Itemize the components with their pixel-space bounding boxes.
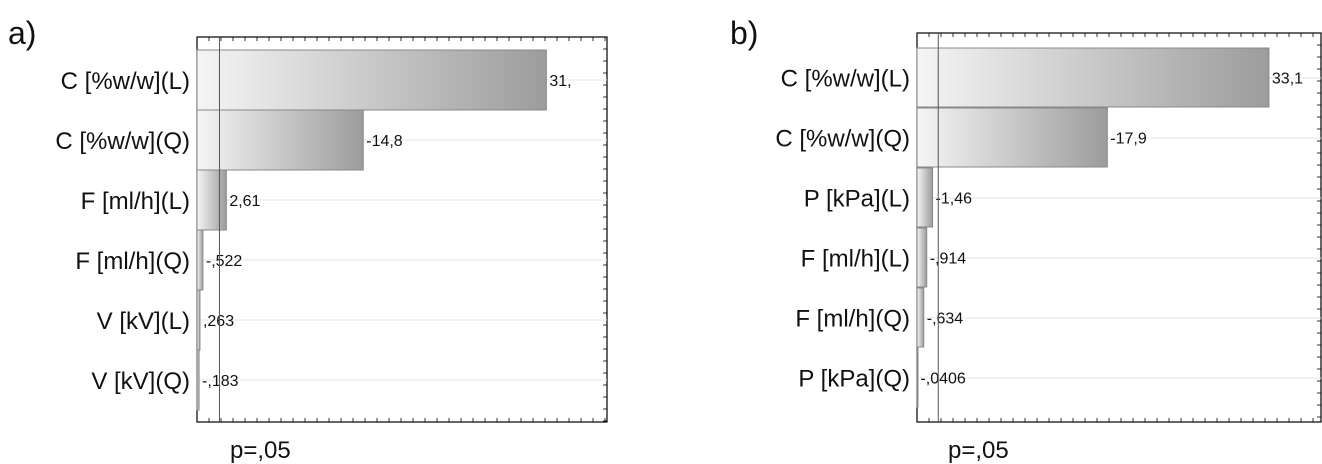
value-label: -1,46: [936, 191, 973, 208]
value-label: -,914: [930, 251, 967, 268]
category-label: F [ml/h](Q): [795, 306, 910, 333]
category-label: P [kPa](L): [804, 186, 910, 213]
category-label: V [kV](L): [97, 308, 190, 335]
frame-ticks: [196, 36, 607, 422]
value-label: -,183: [202, 373, 239, 390]
value-label: -14,8: [366, 133, 403, 150]
bar: [196, 49, 547, 111]
significance-label: p=,05: [230, 437, 291, 464]
bar: [916, 347, 919, 408]
panel-label-a: a): [8, 15, 36, 51]
value-label: -17,9: [1110, 131, 1147, 148]
bar: [916, 107, 1108, 168]
category-labels: C [%w/w](L) C [%w/w](Q) F [ml/h](L) F [m…: [55, 68, 190, 395]
category-label: V [kV](Q): [91, 368, 190, 395]
value-label: ,263: [203, 313, 234, 330]
value-label: 33,1: [1272, 71, 1303, 88]
category-labels: C [%w/w](L) C [%w/w](Q) P [kPa](L) F [ml…: [775, 66, 910, 393]
bar: [196, 109, 364, 171]
value-labels: 31, -14,8 2,61 -,522 ,263 -,183: [202, 73, 572, 390]
value-label: -,634: [927, 311, 964, 328]
bar: [916, 287, 925, 348]
category-label: F [ml/h](Q): [75, 248, 190, 275]
value-label: -,0406: [920, 371, 965, 388]
category-label: C [%w/w](Q): [55, 128, 190, 155]
category-label: C [%w/w](L): [781, 66, 910, 93]
value-labels: 33,1 -17,9 -1,46 -,914 -,634 -,0406: [920, 71, 1303, 388]
significance-label: p=,05: [948, 437, 1009, 464]
category-label: C [%w/w](Q): [775, 126, 910, 153]
value-label: 31,: [549, 73, 571, 90]
bars-group: [916, 47, 1270, 408]
chart-panel-b: b) C [%w/w](L) C [%w/w](Q) P [kPa](L) F …: [730, 15, 1322, 464]
bar: [916, 167, 934, 228]
value-label: 2,61: [229, 193, 260, 210]
chart-panel-a: a) C [%w/w](L) C [%w/w](Q) F [ml/h](L) F…: [8, 15, 608, 464]
category-label: F [ml/h](L): [801, 246, 910, 273]
panel-label-b: b): [730, 15, 758, 51]
category-label: P [kPa](Q): [798, 366, 910, 393]
value-label: -,522: [206, 253, 243, 270]
bar: [916, 47, 1270, 108]
category-label: C [%w/w](L): [61, 68, 190, 95]
bar: [916, 227, 928, 288]
bar: [196, 229, 204, 291]
bar: [196, 349, 200, 411]
bar: [196, 289, 201, 351]
bar: [196, 169, 227, 231]
frame-ticks: [916, 32, 1321, 422]
category-label: F [ml/h](L): [81, 188, 190, 215]
bars-group: [196, 49, 547, 411]
